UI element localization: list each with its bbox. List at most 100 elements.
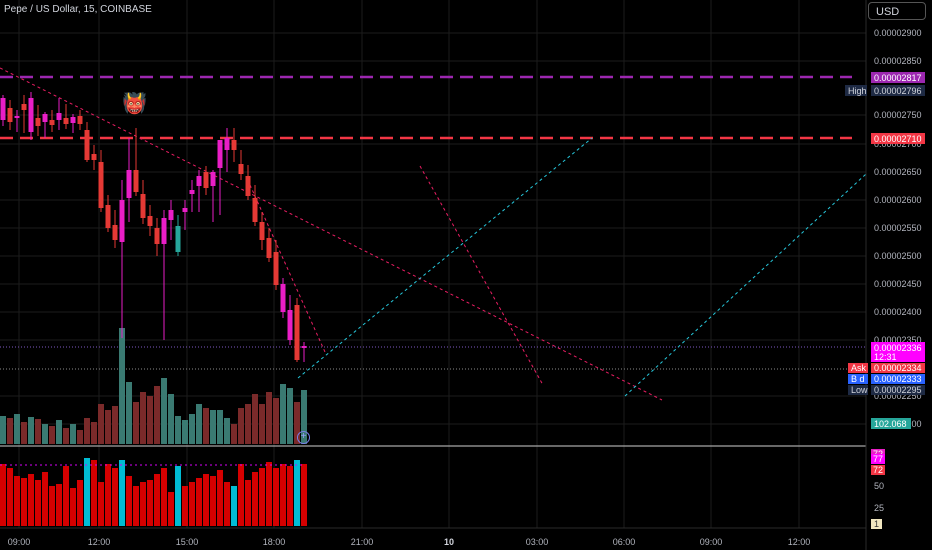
indicator-bar [63, 466, 69, 526]
candle-body [168, 210, 174, 220]
indicator-bar [175, 466, 181, 526]
indicator-tag-2: 77 [873, 454, 883, 464]
cyan-trendline-2[interactable] [624, 173, 867, 397]
bid-value-bg [871, 374, 925, 384]
indicator-bar [98, 482, 104, 526]
time-label: 03:00 [526, 537, 549, 547]
volume-bar [119, 328, 125, 444]
bid-tag: B d [851, 374, 865, 384]
candle-body [154, 228, 160, 244]
indicator-bar [21, 478, 27, 526]
indicator-bar [294, 460, 300, 526]
time-label: 10 [444, 537, 454, 547]
candle-body [112, 225, 118, 240]
volume-bar [238, 408, 244, 444]
low-value-bg [871, 385, 925, 395]
volume-bar [126, 382, 132, 444]
volume-bar [14, 414, 20, 444]
volume-bar [154, 386, 160, 444]
candle-body [140, 194, 146, 218]
time-label: 12:00 [88, 537, 111, 547]
price-tick-label: 0.00002450 [874, 279, 922, 289]
candle-body [245, 176, 251, 196]
candle-body [175, 226, 181, 252]
candle-body [231, 140, 237, 150]
indicator-bar [224, 482, 230, 526]
volume-bar [91, 422, 97, 444]
candlesticks [0, 92, 307, 362]
volume-bar [140, 392, 146, 444]
indicator-bar [49, 486, 55, 526]
ask-tag: Ask [851, 363, 867, 373]
volume-bar [70, 424, 76, 444]
purple-level-tag: 0.00002817 [874, 73, 922, 83]
volume-bar [28, 417, 34, 444]
volume-bar [42, 424, 48, 444]
ogre-face-icon[interactable]: 👹 [122, 93, 147, 115]
volume-bar [98, 404, 104, 444]
indicator-bar [287, 466, 293, 526]
candle-body [210, 172, 216, 186]
price-tick-label: 0.00002750 [874, 110, 922, 120]
volume-bar [7, 418, 13, 444]
candle-body [203, 172, 209, 188]
symbol-title[interactable]: Pepe / US Dollar, 15, COINBASE [4, 4, 152, 15]
candle-body [105, 205, 111, 228]
bid-tag-bg [848, 374, 868, 384]
currency-button[interactable]: USD [868, 2, 926, 20]
indicator-bar [273, 468, 279, 526]
ask-tag-bg [848, 363, 868, 373]
volume-bar [35, 419, 41, 444]
indicator-bar [154, 474, 160, 526]
indicator-bar [0, 464, 6, 526]
indicator-bar [28, 474, 34, 526]
indicator-bar [168, 492, 174, 526]
indicator-bar [147, 480, 153, 526]
indicator-marker-bg [871, 519, 882, 529]
volume-bars [0, 328, 307, 444]
price-tick-label: 0.00002650 [874, 167, 922, 177]
volume-bar [266, 392, 272, 444]
candle-body [63, 118, 69, 124]
candle-body [21, 104, 27, 110]
volume-bar [0, 416, 6, 444]
indicator-bar [140, 482, 146, 526]
price-tick-label: 0.00002400 [874, 307, 922, 317]
indicator-bar [217, 470, 223, 526]
indicator-bar [133, 486, 139, 526]
indicator-bar [280, 464, 286, 526]
indicator-tag-3: 72 [873, 465, 883, 475]
cyan-trendline-1[interactable] [297, 137, 593, 379]
candle-body [147, 216, 153, 226]
price-tick-label: 0.00002550 [874, 223, 922, 233]
candle-body [301, 346, 307, 348]
volume-bar [259, 404, 265, 444]
volume-bar [182, 420, 188, 444]
volume-bar [301, 390, 307, 444]
high-value-bg [871, 85, 925, 96]
pink-trendline-projection[interactable] [419, 165, 544, 386]
ask-value: 0.00002334 [874, 363, 922, 373]
indicator-bar [245, 480, 251, 526]
volume-bar [168, 394, 174, 444]
candle-body [56, 113, 62, 120]
volume-bar [175, 416, 181, 444]
candle-body [77, 116, 83, 124]
indicator-bar [84, 458, 90, 526]
candle-body [119, 200, 125, 242]
indicator-bar [203, 474, 209, 526]
plus-circle-icon[interactable]: + [297, 431, 310, 444]
indicator-bar [70, 488, 76, 526]
candle-body [252, 198, 258, 222]
candle-body [91, 154, 97, 160]
price-tick-label: 0.00002250 [874, 391, 922, 401]
volume-bar [63, 428, 69, 444]
indicator-bar [35, 480, 41, 526]
price-tick-label: 0.00002350 [874, 335, 922, 345]
time-label: 09:00 [700, 537, 723, 547]
volume-bar [203, 408, 209, 444]
candle-body [49, 120, 55, 125]
candle-body [224, 138, 230, 150]
time-axis[interactable]: 09:00 12:00 15:00 18:00 21:00 10 03:00 0… [8, 537, 811, 547]
